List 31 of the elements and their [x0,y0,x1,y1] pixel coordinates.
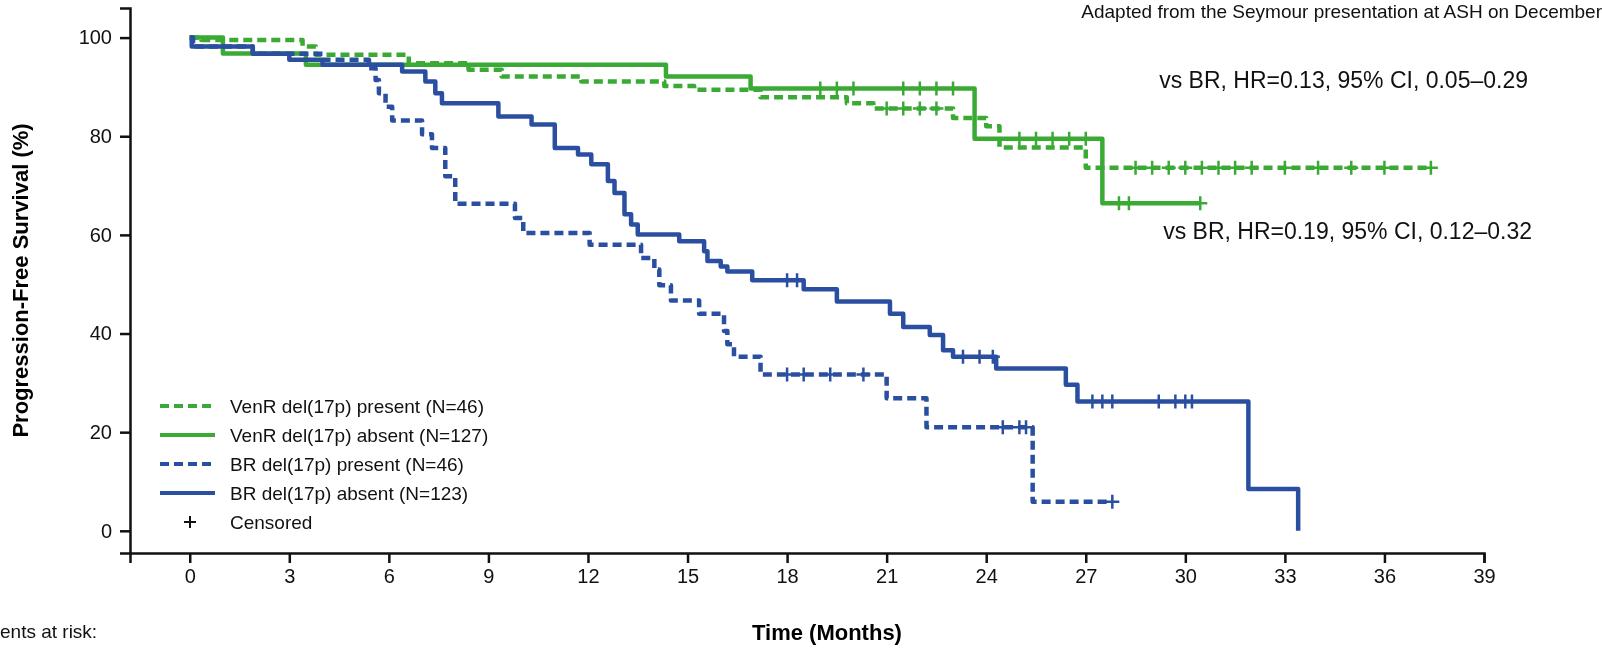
legend-label: BR del(17p) absent (N=123) [230,483,469,504]
x-tick-label: 15 [676,565,700,588]
legend-label: BR del(17p) present (N=46) [230,454,464,475]
x-tick-label: 12 [577,565,600,588]
y-tick-label: 0 [100,519,112,542]
y-tick-label: 60 [89,223,112,246]
annotation: vs BR, HR=0.19, 95% CI, 0.12–0.32 [1163,218,1532,244]
x-axis-title: Time (Months) [752,620,902,645]
x-tick-label: 21 [876,565,899,588]
x-tick-label: 30 [1174,565,1197,588]
annotation: vs BR, HR=0.13, 95% CI, 0.05–0.29 [1159,67,1528,93]
x-tick-label: 39 [1473,565,1496,588]
y-tick-label: 80 [89,125,112,148]
y-tick-label: 20 [89,421,112,444]
x-tick-label: 0 [184,565,196,588]
y-axis-title: Progression-Free Survival (%) [8,123,33,438]
y-tick-label: 100 [78,26,112,49]
x-tick-label: 18 [776,565,799,588]
text: ents at risk: [0,621,98,642]
legend-label: VenR del(17p) absent (N=127) [230,425,489,446]
legend-label: VenR del(17p) present (N=46) [230,396,485,417]
x-tick-label: 33 [1274,565,1297,588]
x-tick-label: 3 [284,565,296,588]
annotation: Adapted from the Seymour presentation at ASH on December [1081,1,1602,22]
x-tick-label: 27 [1075,565,1098,588]
y-tick-label: 40 [89,322,112,345]
x-tick-label: 24 [975,565,998,588]
x-tick-label: 36 [1373,565,1397,588]
annotation: Censored [230,512,313,533]
x-tick-label: 6 [383,565,395,588]
x-tick-label: 9 [483,565,495,588]
